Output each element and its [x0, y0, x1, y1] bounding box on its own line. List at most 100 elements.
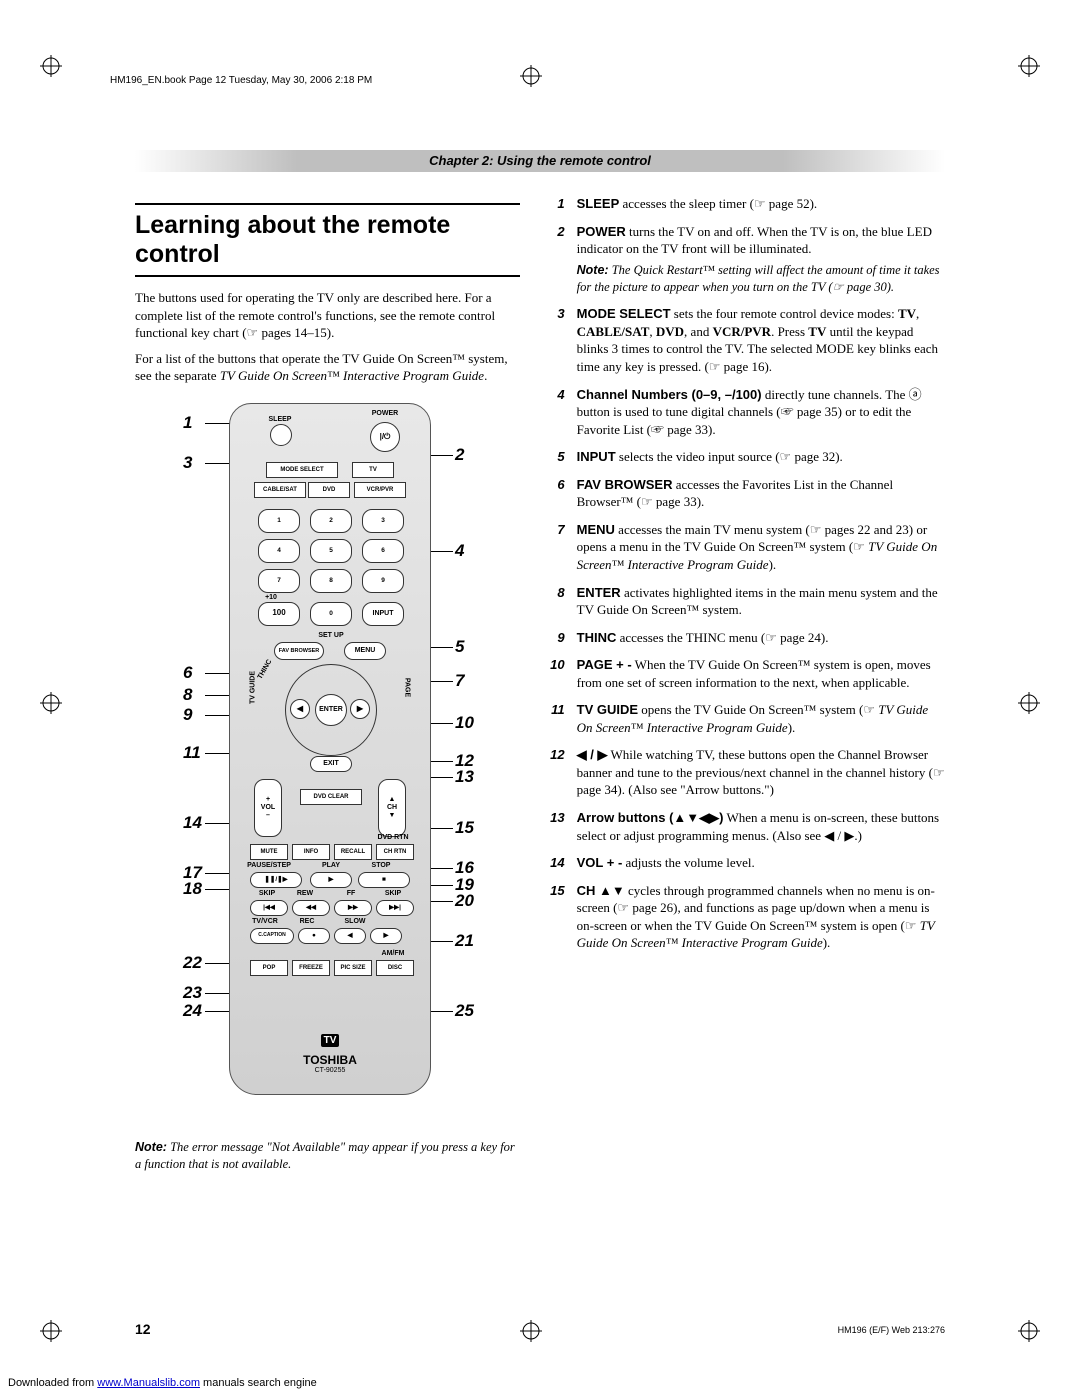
crop-mark-tr [1018, 55, 1040, 77]
desc-num: 1 [545, 195, 565, 213]
desc-body: PAGE + - When the TV Guide On Screen™ sy… [577, 656, 945, 691]
crop-mark-mr [1018, 692, 1040, 714]
chapter-banner: Chapter 2: Using the remote control [135, 150, 945, 172]
btn-skip-r: ▶▶| [376, 900, 414, 916]
page-number: 12 [135, 1321, 151, 1337]
model-number: CT-90255 [230, 1067, 430, 1074]
callout-5: 5 [455, 637, 464, 657]
desc-body: MODE SELECT sets the four remote control… [577, 305, 945, 375]
label-sleep: SLEEP [255, 416, 305, 423]
remote-brand: TV TOSHIBA CT-90255 [230, 1030, 430, 1074]
callout-11: 11 [183, 743, 201, 763]
desc-num: 9 [545, 629, 565, 647]
callout-7: 7 [455, 671, 464, 691]
label-power: POWER [360, 410, 410, 417]
callout-10: 10 [455, 713, 474, 733]
desc-body: THINC accesses the THINC menu (☞ page 24… [577, 629, 945, 647]
btn-picsize: PIC SIZE [334, 960, 372, 976]
btn-vol: +VOL– [254, 779, 282, 837]
remote-body: SLEEP POWER |/⏻ MODE SELECT TV CABLE/SAT… [229, 403, 431, 1095]
btn-num-3: 3 [362, 509, 404, 533]
btn-num-6: 6 [362, 539, 404, 563]
btn-exit: EXIT [310, 756, 352, 772]
btn-sleep [270, 424, 292, 446]
desc-body: VOL + - adjusts the volume level. [577, 854, 945, 872]
desc-body: ◀ / ▶ While watching TV, these buttons o… [577, 746, 945, 799]
btn-num-1: 1 [258, 509, 300, 533]
btn-favbrowser: FAV BROWSER [274, 642, 324, 660]
callout-1: 1 [183, 413, 192, 433]
btn-freeze: FREEZE [292, 960, 330, 976]
btn-num-2: 2 [310, 509, 352, 533]
note-body: The error message "Not Available" may ap… [135, 1140, 515, 1171]
desc-item: 10PAGE + - When the TV Guide On Screen™ … [545, 656, 945, 691]
btn-slow-l: ◀ [334, 928, 366, 944]
btn-skip-l: |◀◀ [250, 900, 288, 916]
desc-item: 15CH ▲▼ cycles through programmed channe… [545, 882, 945, 952]
btn-slow-r: ▶ [370, 928, 402, 944]
btn-disc: DISC [376, 960, 414, 976]
desc-item: 14VOL + - adjusts the volume level. [545, 854, 945, 872]
callout-21: 21 [455, 931, 474, 951]
btn-rec: ● [298, 928, 330, 944]
download-line: Downloaded from www.Manualslib.com manua… [8, 1377, 317, 1389]
btn-pause: ❚❚/❚▶ [250, 872, 302, 888]
callout-13: 13 [455, 767, 474, 787]
label-slow: SLOW [330, 918, 380, 925]
callout-18: 18 [183, 879, 202, 899]
desc-item: 1SLEEP accesses the sleep timer (☞ page … [545, 195, 945, 213]
desc-num: 15 [545, 882, 565, 952]
btn-vcrpvr: VCR/PVR [354, 482, 406, 498]
tvguide-logo: TV [321, 1034, 340, 1047]
header-line: HM196_EN.book Page 12 Tuesday, May 30, 2… [110, 75, 372, 86]
btn-chrtn: CH RTN [376, 844, 414, 860]
btn-num-7: 7 [258, 569, 300, 593]
desc-item: 6FAV BROWSER accesses the Favorites List… [545, 476, 945, 511]
btn-next: ▶ [350, 699, 370, 719]
callout-22: 22 [183, 953, 202, 973]
btn-power: |/⏻ [370, 422, 400, 452]
content-columns: Learning about the remote control The bu… [135, 195, 945, 1178]
desc-item: 2POWER turns the TV on and off. When the… [545, 223, 945, 296]
callout-4: 4 [455, 541, 464, 561]
dl-prefix: Downloaded from [8, 1377, 97, 1389]
label-mode-select: MODE SELECT [266, 462, 338, 478]
callout-9: 9 [183, 705, 192, 725]
left-column: Learning about the remote control The bu… [135, 195, 520, 1178]
callout-14: 14 [183, 813, 202, 833]
label-pause: PAUSE/STEP [244, 862, 294, 869]
callout-24: 24 [183, 1001, 202, 1021]
btn-enter: ENTER [315, 694, 347, 726]
desc-body: CH ▲▼ cycles through programmed channels… [577, 882, 945, 952]
desc-num: 12 [545, 746, 565, 799]
page: HM196_EN.book Page 12 Tuesday, May 30, 2… [0, 0, 1080, 1397]
desc-item: 8ENTER activates highlighted items in th… [545, 584, 945, 619]
btn-dvdclear: DVD CLEAR [300, 789, 362, 805]
callout-6: 6 [183, 663, 192, 683]
callout-2: 2 [455, 445, 464, 465]
btn-ff: ▶▶ [334, 900, 372, 916]
desc-num: 2 [545, 223, 565, 296]
btn-num-5: 5 [310, 539, 352, 563]
label-skip-r: SKIP [368, 890, 418, 897]
label-play: PLAY [306, 862, 356, 869]
btn-info: INFO [292, 844, 330, 860]
desc-item: 12◀ / ▶ While watching TV, these buttons… [545, 746, 945, 799]
footer-right: HM196 (E/F) Web 213:276 [838, 1325, 945, 1335]
dl-link[interactable]: www.Manualslib.com [97, 1377, 200, 1389]
dl-suffix: manuals search engine [200, 1377, 317, 1389]
callout-8: 8 [183, 685, 192, 705]
btn-stop: ■ [358, 872, 410, 888]
desc-num: 11 [545, 701, 565, 736]
remote-diagram: 1368911141718222324 24571012131516192021… [135, 393, 520, 1133]
desc-num: 5 [545, 448, 565, 466]
desc-body: MENU accesses the main TV menu system (☞… [577, 521, 945, 574]
brand-logo: TOSHIBA [230, 1053, 430, 1067]
btn-back: ◀ [290, 699, 310, 719]
desc-item: 9 THINC accesses the THINC menu (☞ page 2… [545, 629, 945, 647]
crop-mark-bc [520, 1320, 542, 1342]
btn-input: INPUT [362, 602, 404, 626]
desc-body: FAV BROWSER accesses the Favorites List … [577, 476, 945, 511]
desc-item: 11TV GUIDE opens the TV Guide On Screen™… [545, 701, 945, 736]
desc-num: 7 [545, 521, 565, 574]
